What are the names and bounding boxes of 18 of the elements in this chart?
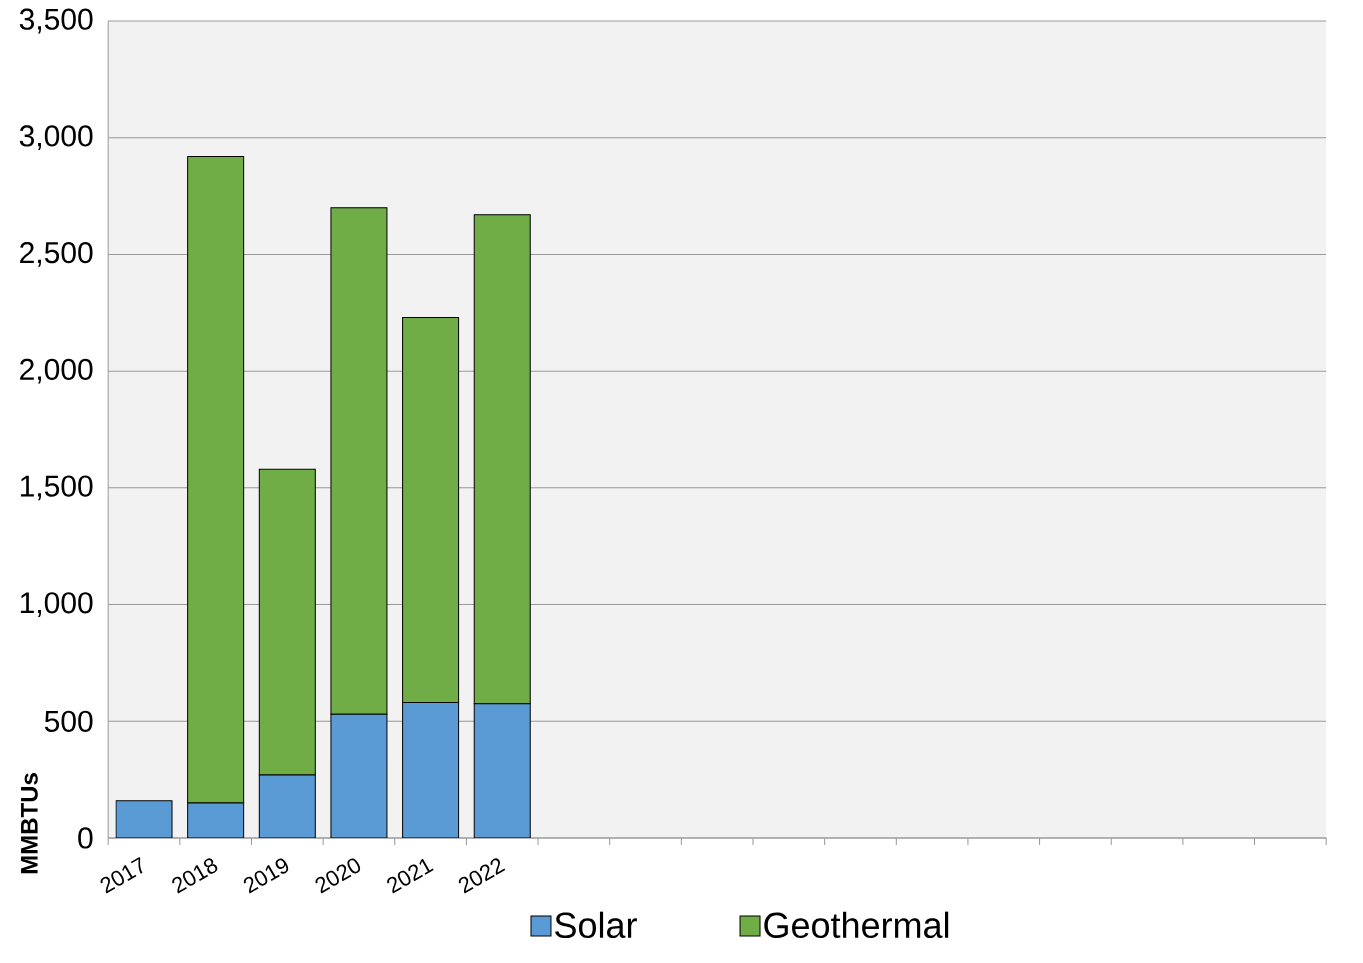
y-tick-label: 1,000	[20, 592, 93, 617]
y-tick-label: 1,500	[20, 475, 93, 501]
legend-label: Solar	[555, 911, 637, 939]
y-tick-label: 2,000	[20, 358, 93, 384]
y-axis-title: MMBTUs	[21, 773, 38, 874]
x-tick-label: 2020	[315, 858, 361, 894]
y-tick-label: 2,500	[20, 242, 93, 267]
bar	[115, 800, 173, 838]
legend-label: Geothermal	[764, 911, 949, 939]
y-tick-label: 3,500	[19, 8, 93, 34]
x-tick-label: 2019	[243, 858, 289, 894]
y-tick-label: 3,000	[19, 125, 93, 151]
y-tick-label: 500	[44, 710, 93, 732]
x-tick-label: 2017	[100, 856, 143, 894]
x-tick-label: 2022	[458, 858, 506, 894]
x-tick-label: 2018	[172, 858, 218, 894]
x-tick-label: 2021	[387, 858, 434, 894]
y-tick-label: 0	[78, 827, 93, 849]
